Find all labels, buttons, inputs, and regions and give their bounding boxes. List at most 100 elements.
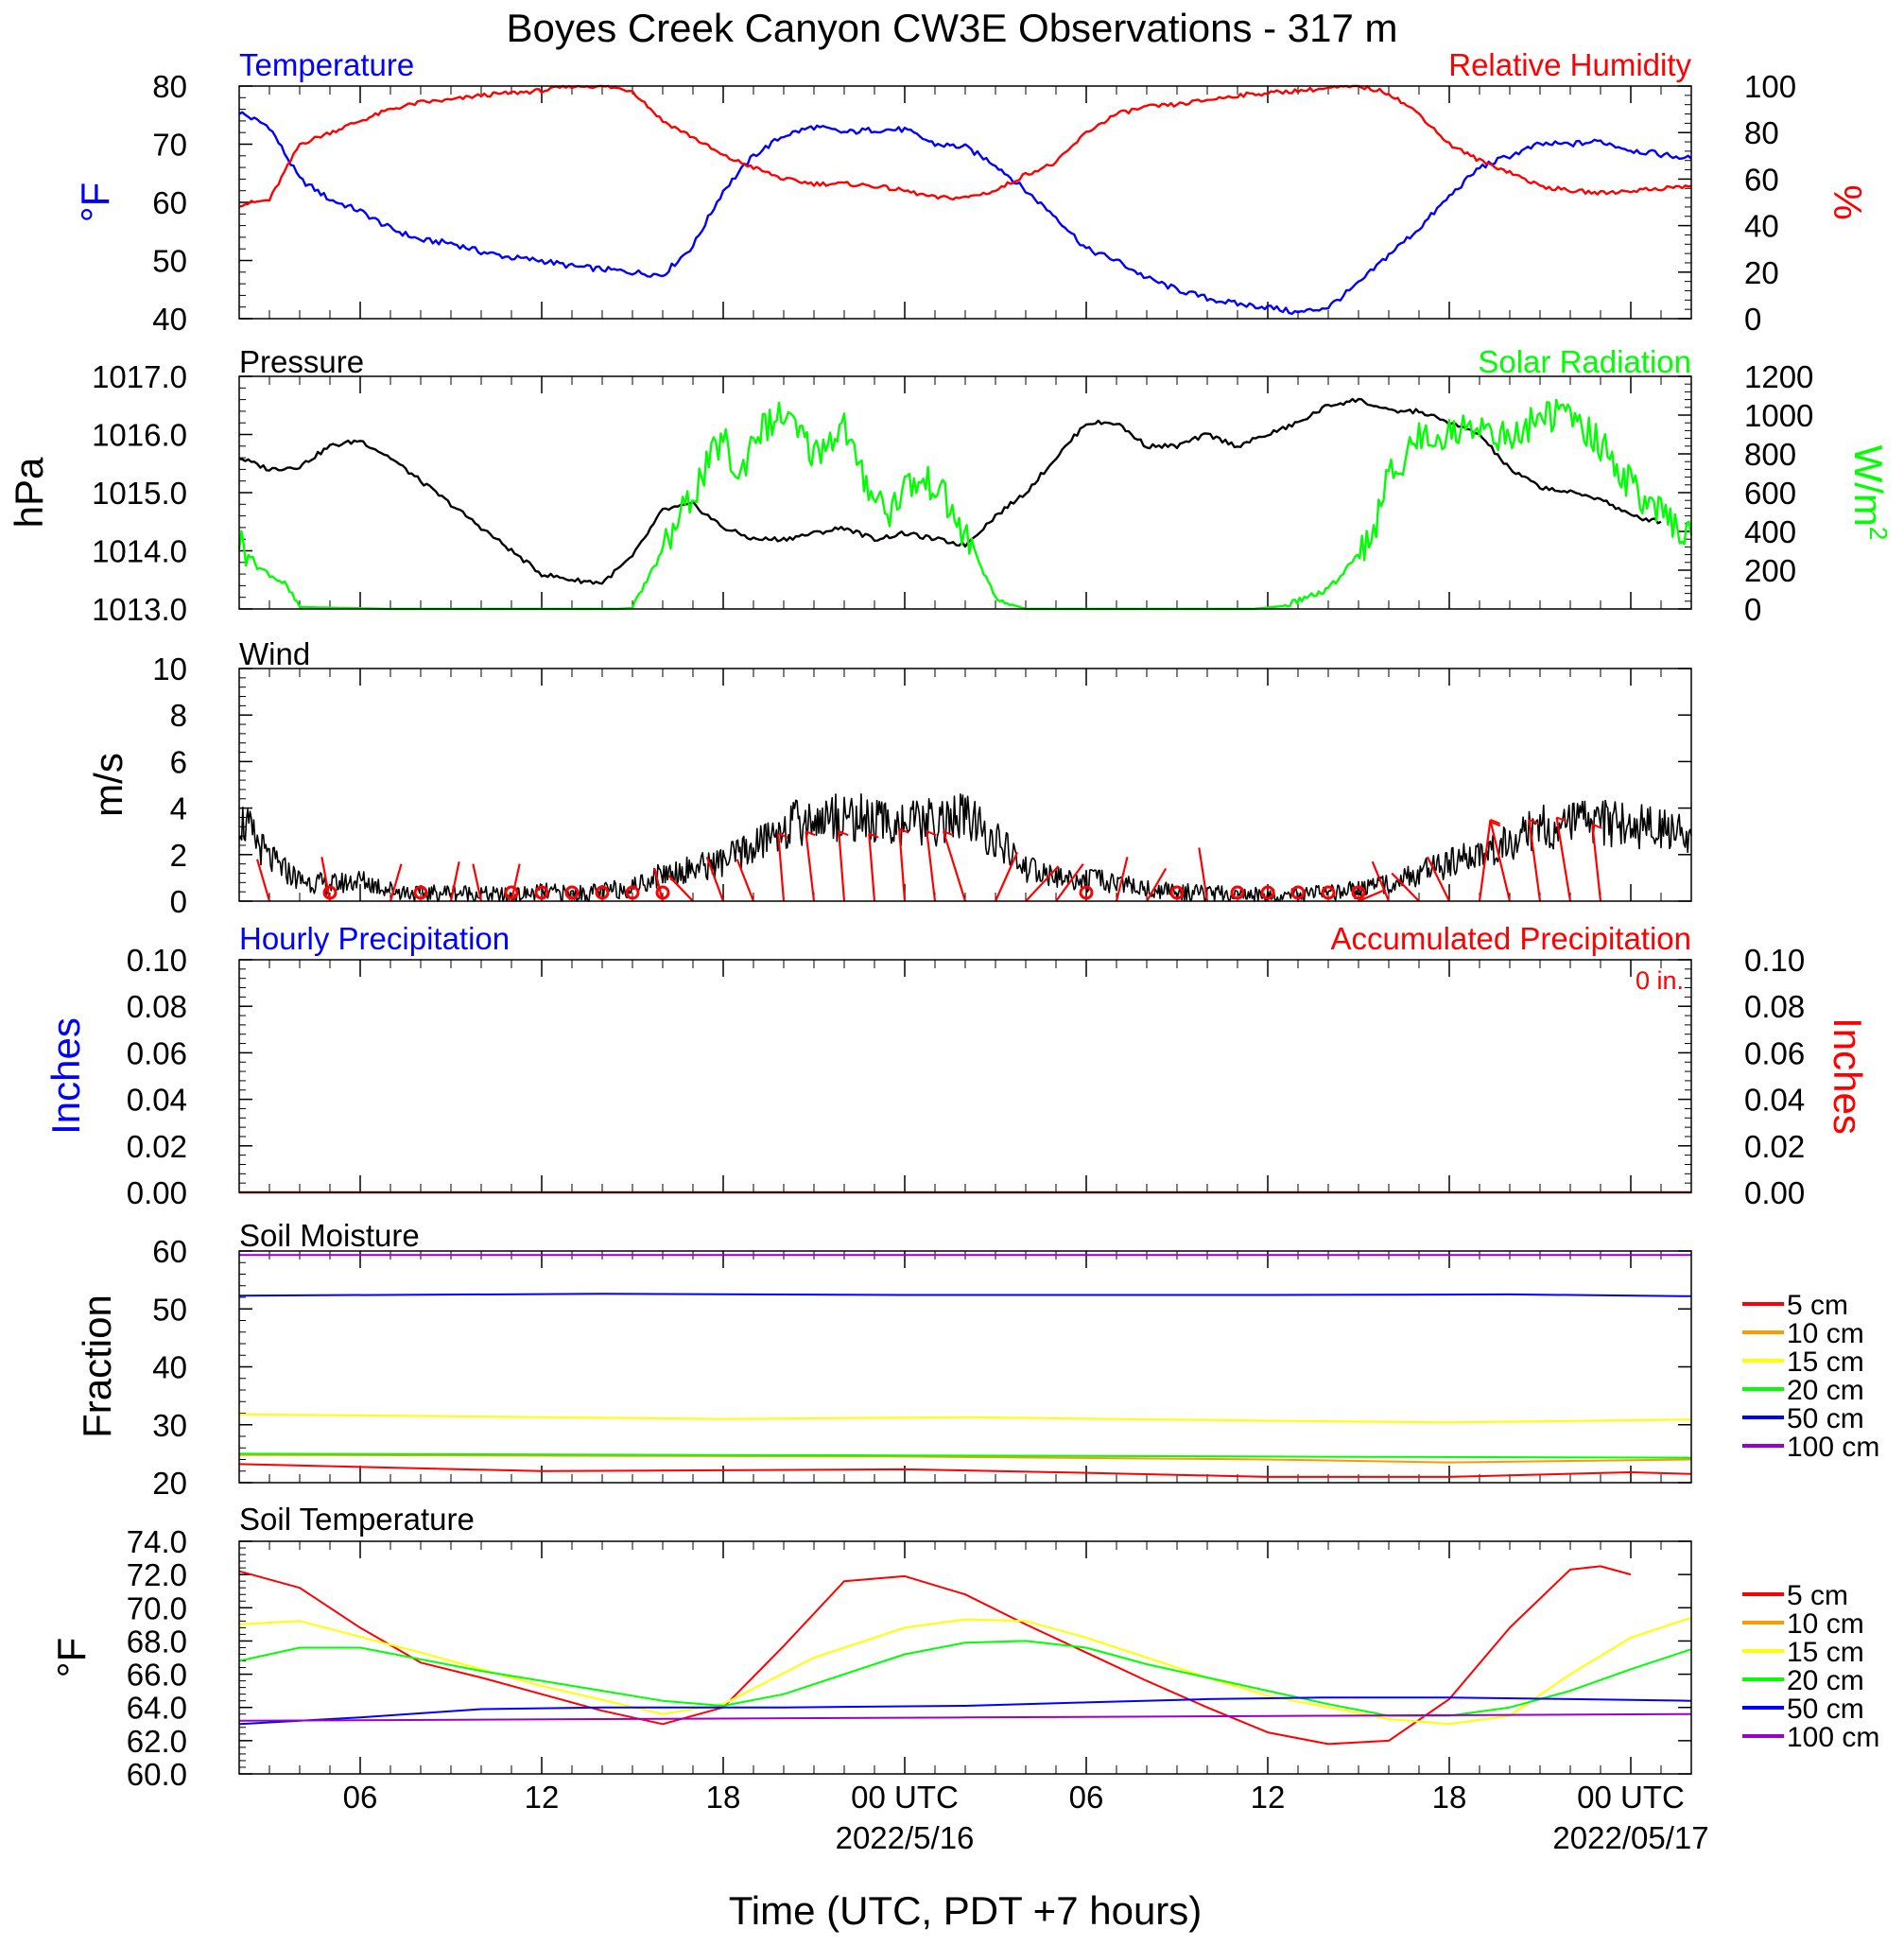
x-tick-label: 18 <box>706 1780 741 1815</box>
precip-right-axis-tick-label: 0.10 <box>1744 943 1805 978</box>
soil-temp-label: Soil Temperature <box>239 1502 475 1537</box>
wind-axis-tick-label: 2 <box>170 838 187 873</box>
soil-temp-axis-tick-label: 62.0 <box>127 1724 187 1759</box>
soil-moisture-axis-tick-label: 20 <box>152 1466 187 1501</box>
humidity-label: Relative Humidity <box>1448 47 1691 82</box>
precip-left-axis-tick-label: 0.10 <box>127 943 187 978</box>
temp-axis-tick-label: 70 <box>152 128 187 163</box>
chart-title: Boyes Creek Canyon CW3E Observations - 3… <box>506 6 1397 50</box>
panel-soil-temp: 60.062.064.066.068.070.072.074.0 Soil Te… <box>49 1502 1879 1792</box>
wind-barb <box>1391 872 1420 902</box>
wind-barb <box>255 859 271 902</box>
wind-barb <box>653 868 665 902</box>
wind-axis-tick-label: 8 <box>170 698 187 733</box>
x-axis-label: Time (UTC, PDT +7 hours) <box>729 1888 1203 1933</box>
x-tick-label: 00 UTC <box>1577 1780 1685 1815</box>
precip-right-axis-tick-label: 0.00 <box>1744 1175 1805 1210</box>
wind-barb <box>1528 819 1542 902</box>
soil-moisture-label: Soil Moisture <box>239 1218 420 1253</box>
panel-wind: 0 2 4 6 8 10 Wind m/s <box>86 636 1692 919</box>
wind-barb <box>994 851 1019 902</box>
wind-barb <box>1478 819 1492 902</box>
x-tick-label: 06 <box>343 1780 378 1815</box>
rh-axis-tick-label: 80 <box>1744 115 1779 150</box>
calm-wind-marker <box>1230 885 1245 900</box>
precip-left-axis-tick-label: 0.08 <box>127 989 187 1024</box>
rh-axis-tick-label: 60 <box>1744 162 1779 197</box>
solar-axis-tick-label: 0 <box>1744 592 1761 627</box>
temp-axis-tick-label: 80 <box>152 69 187 104</box>
soil-temp-axis-tick-label: 66.0 <box>127 1658 187 1693</box>
panel-precip: 0.00 0.02 0.04 0.06 0.08 0.10 0.00 0.02 0.04 0.06… <box>43 921 1870 1210</box>
soil-temp-axis-tick-label: 60.0 <box>127 1757 187 1792</box>
temp-axis-tick-label: 50 <box>152 244 187 279</box>
panel-pressure-solar-frame <box>238 375 1692 610</box>
rh-axis-tick-label: 0 <box>1744 302 1761 337</box>
calm-wind-marker <box>1079 885 1094 900</box>
wind-barb <box>1591 824 1602 902</box>
panel-soil-temp-frame <box>238 1540 1692 1775</box>
soil-moisture-axis-tick-label: 60 <box>152 1234 187 1269</box>
pressure-axis-tick-label: 1013.0 <box>92 592 187 627</box>
wind-barb <box>1555 817 1572 902</box>
pressure-axis-tick-label: 1016.0 <box>92 418 187 453</box>
accum-precip-total: 0 in. <box>1636 966 1684 995</box>
x-tick-label: 00 UTC <box>851 1780 959 1815</box>
x-date-label: 2022/5/16 <box>836 1820 975 1855</box>
calm-wind-marker <box>625 885 640 900</box>
calm-wind-marker <box>1169 885 1185 900</box>
wind-barb <box>449 860 460 902</box>
solar-axis-tick-label: 1000 <box>1744 398 1813 433</box>
soil-moisture-legend-label: 15 cm <box>1787 1347 1864 1378</box>
wind-barb <box>805 831 816 902</box>
panel-temp-rh: 40 50 60 70 80 0 20 40 60 80 100 Temperature Relat… <box>73 47 1870 337</box>
soil-temp-axis-tick-label: 74.0 <box>127 1524 187 1559</box>
calm-wind-marker <box>595 885 610 900</box>
soil-moisture-axis-tick-label: 30 <box>152 1408 187 1443</box>
temp-axis-unit: °F <box>73 182 117 222</box>
x-tick-label: 06 <box>1069 1780 1104 1815</box>
soil-moisture-line-50cm <box>238 1293 1692 1297</box>
wind-barb <box>942 830 967 902</box>
soil-moisture-legend-label: 5 cm <box>1787 1290 1848 1321</box>
soil-moisture-axis-tick-label: 40 <box>152 1350 187 1385</box>
wind-barb <box>1146 868 1168 902</box>
wind-barb <box>389 863 403 902</box>
wind-barb <box>868 833 876 902</box>
wind-axis-tick-label: 0 <box>170 884 187 919</box>
soil-moisture-legend-label: 20 cm <box>1787 1375 1864 1406</box>
rh-axis-unit: % <box>1826 184 1870 219</box>
wind-speed-line <box>238 792 1692 902</box>
wind-barb-flag <box>1591 823 1602 829</box>
calm-wind-marker <box>1321 885 1336 900</box>
temp-axis-tick-label: 60 <box>152 185 187 220</box>
wind-barb-flag <box>898 827 909 834</box>
soil-temp-legend-label: 20 cm <box>1787 1665 1864 1696</box>
calm-wind-marker <box>1351 885 1366 900</box>
wind-axis-tick-label: 10 <box>152 652 187 686</box>
wind-barb <box>510 863 521 902</box>
soil-moisture-legend-label: 50 cm <box>1787 1403 1864 1434</box>
precip-left-axis-tick-label: 0.02 <box>127 1129 187 1164</box>
soil-temp-line-20cm <box>238 1640 1692 1717</box>
rh-axis-tick-label: 100 <box>1744 69 1796 104</box>
humidity-line <box>238 84 1692 208</box>
wind-barb-flag <box>1490 818 1500 825</box>
accum-precip-label: Accumulated Precipitation <box>1330 921 1691 956</box>
soil-temp-line-50cm <box>238 1696 1692 1726</box>
soil-temp-axis-tick-label: 70.0 <box>127 1590 187 1625</box>
panel-precip-frame <box>238 959 1692 1193</box>
wind-barb <box>1025 865 1060 902</box>
soil-temp-axis-tick-label: 68.0 <box>127 1624 187 1659</box>
pressure-axis-unit: hPa <box>7 457 51 528</box>
solar-axis-unit-sup: 2 <box>1864 527 1893 540</box>
pressure-axis-tick-label: 1015.0 <box>92 476 187 511</box>
wind-barb-flag <box>926 830 937 837</box>
wind-barb <box>1358 888 1387 903</box>
x-tick-label: 18 <box>1432 1780 1467 1815</box>
soil-temp-axis-unit: °F <box>49 1638 94 1677</box>
wind-barb <box>472 863 483 902</box>
soil-temp-legend-label: 50 cm <box>1787 1694 1864 1725</box>
precip-left-axis-unit: Inches <box>43 1017 88 1135</box>
